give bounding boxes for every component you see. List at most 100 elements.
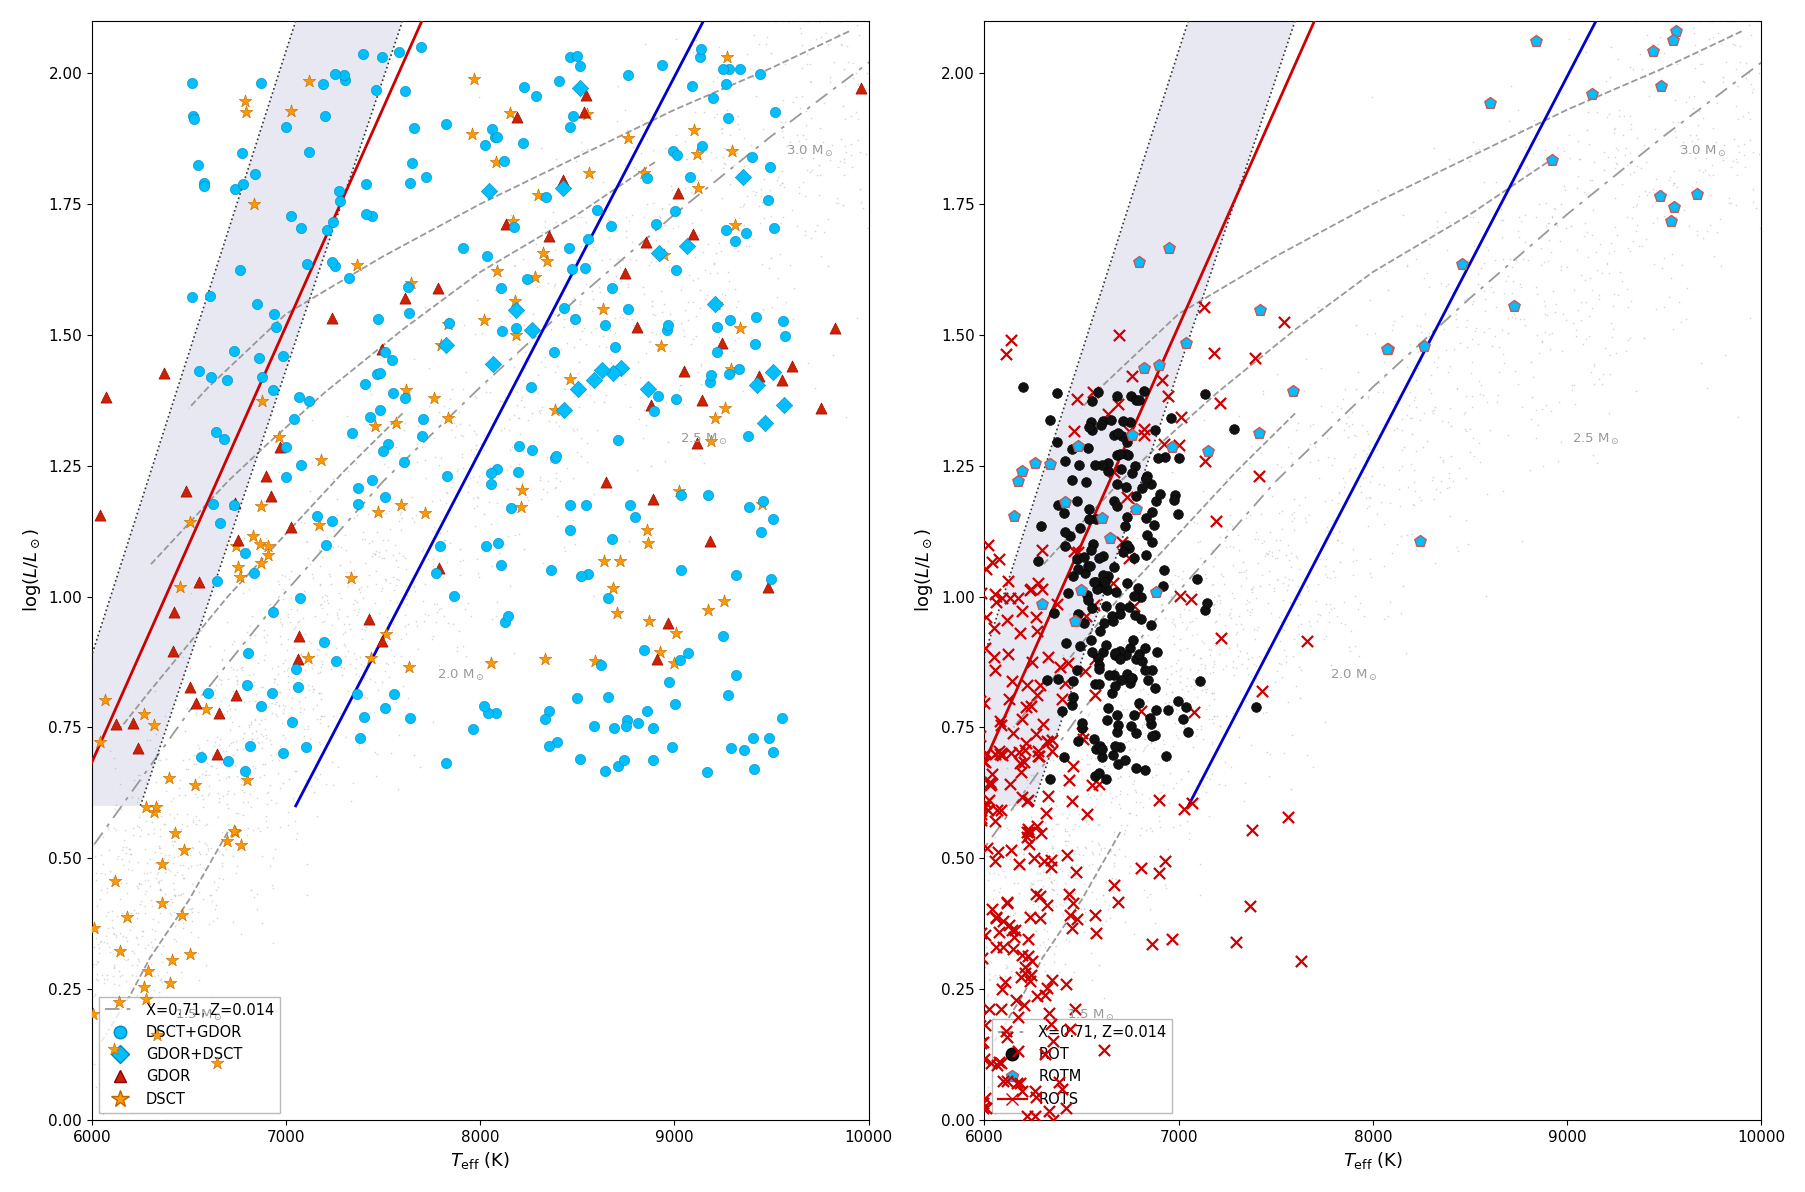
- Point: [1090, 573, 1119, 592]
- Point: [1180, 582, 1209, 601]
- Point: [379, 384, 408, 403]
- Point: [1500, 305, 1529, 324]
- Point: [1440, 304, 1469, 323]
- Point: [1596, 313, 1625, 333]
- Point: [514, 352, 543, 371]
- Point: [1763, 166, 1792, 185]
- Point: [791, 138, 819, 157]
- Point: [435, 468, 464, 488]
- Point: [513, 269, 542, 288]
- Point: [1778, 113, 1805, 132]
- Point: [1773, 11, 1801, 30]
- Point: [1038, 1110, 1067, 1129]
- Point: [1099, 857, 1128, 876]
- Point: [1195, 807, 1224, 826]
- Point: [1245, 689, 1274, 708]
- Point: [1063, 786, 1092, 805]
- Point: [1661, 128, 1689, 147]
- Point: [1083, 845, 1112, 864]
- Point: [258, 849, 287, 868]
- Point: [975, 970, 1004, 989]
- Point: [97, 923, 126, 942]
- Point: [554, 238, 583, 257]
- Point: [1110, 682, 1139, 701]
- Point: [319, 657, 348, 676]
- Point: [269, 696, 298, 715]
- Point: [805, 156, 834, 175]
- Point: [1121, 606, 1150, 625]
- Point: [116, 1078, 144, 1097]
- Point: [381, 535, 410, 554]
- Point: [971, 1099, 1000, 1118]
- Point: [143, 790, 171, 809]
- Point: [1164, 815, 1193, 834]
- Point: [83, 970, 112, 989]
- Point: [1594, 243, 1623, 262]
- Point: [357, 471, 386, 490]
- Point: [695, 532, 724, 551]
- Point: [1189, 410, 1218, 429]
- Point: [1253, 544, 1282, 563]
- Point: [1016, 874, 1045, 893]
- Point: [1688, 108, 1717, 128]
- Point: [1018, 765, 1047, 784]
- Point: [1615, 241, 1644, 260]
- Point: [980, 1013, 1009, 1032]
- Point: [1085, 682, 1114, 701]
- Point: [1558, 375, 1587, 395]
- Point: [1121, 739, 1150, 758]
- Point: [951, 933, 980, 952]
- Point: [244, 654, 273, 673]
- Point: [1276, 726, 1305, 745]
- Point: [1097, 770, 1126, 789]
- Point: [1056, 1019, 1085, 1038]
- Point: [827, 11, 856, 30]
- Point: [448, 459, 477, 478]
- Point: [1630, 68, 1659, 87]
- Point: [549, 318, 578, 337]
- Point: [1242, 620, 1271, 639]
- Point: [161, 886, 190, 905]
- Point: [1112, 488, 1141, 507]
- Point: [668, 321, 697, 340]
- Point: [276, 716, 305, 735]
- Point: [1673, 87, 1702, 106]
- Point: [1433, 304, 1462, 323]
- Point: [1065, 817, 1094, 836]
- Point: [978, 880, 1007, 899]
- Point: [668, 395, 697, 414]
- Point: [339, 659, 368, 678]
- Point: [484, 544, 513, 563]
- Point: [1099, 707, 1128, 726]
- Point: [226, 775, 255, 794]
- Point: [287, 676, 316, 695]
- Point: [975, 864, 1004, 883]
- Point: [123, 929, 152, 948]
- Point: [161, 865, 190, 884]
- Point: [596, 321, 625, 340]
- Point: [383, 558, 412, 577]
- Point: [1330, 404, 1359, 423]
- Point: [1020, 608, 1049, 627]
- Point: [1193, 441, 1222, 460]
- Point: [1338, 426, 1366, 445]
- Point: [1000, 904, 1029, 923]
- Point: [1211, 707, 1240, 726]
- Point: [1069, 899, 1097, 918]
- Point: [251, 528, 280, 547]
- Point: [265, 610, 294, 629]
- Point: [717, 141, 745, 160]
- Point: [144, 871, 173, 890]
- Point: [769, 176, 798, 195]
- Point: [1157, 682, 1186, 701]
- Point: [1536, 243, 1565, 262]
- Point: [1018, 826, 1047, 845]
- Point: [998, 905, 1027, 924]
- Point: [103, 850, 132, 869]
- Point: [1029, 937, 1058, 956]
- Point: [224, 716, 253, 735]
- Point: [522, 235, 551, 254]
- Point: [283, 659, 312, 678]
- Point: [1070, 662, 1099, 681]
- Point: [886, 113, 915, 132]
